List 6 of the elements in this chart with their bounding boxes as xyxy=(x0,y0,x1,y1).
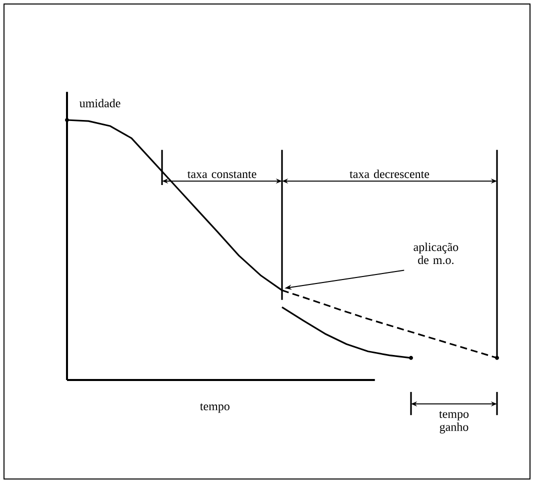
x-axis-title: tempo xyxy=(200,403,230,413)
annotation: taxa constante xyxy=(187,171,256,178)
annotation: taxa decrescente xyxy=(350,170,430,178)
annotation: aplicação de m.o. xyxy=(414,242,458,264)
y-axis-title: umidade xyxy=(80,98,120,108)
text: tempo ganho xyxy=(439,411,469,434)
